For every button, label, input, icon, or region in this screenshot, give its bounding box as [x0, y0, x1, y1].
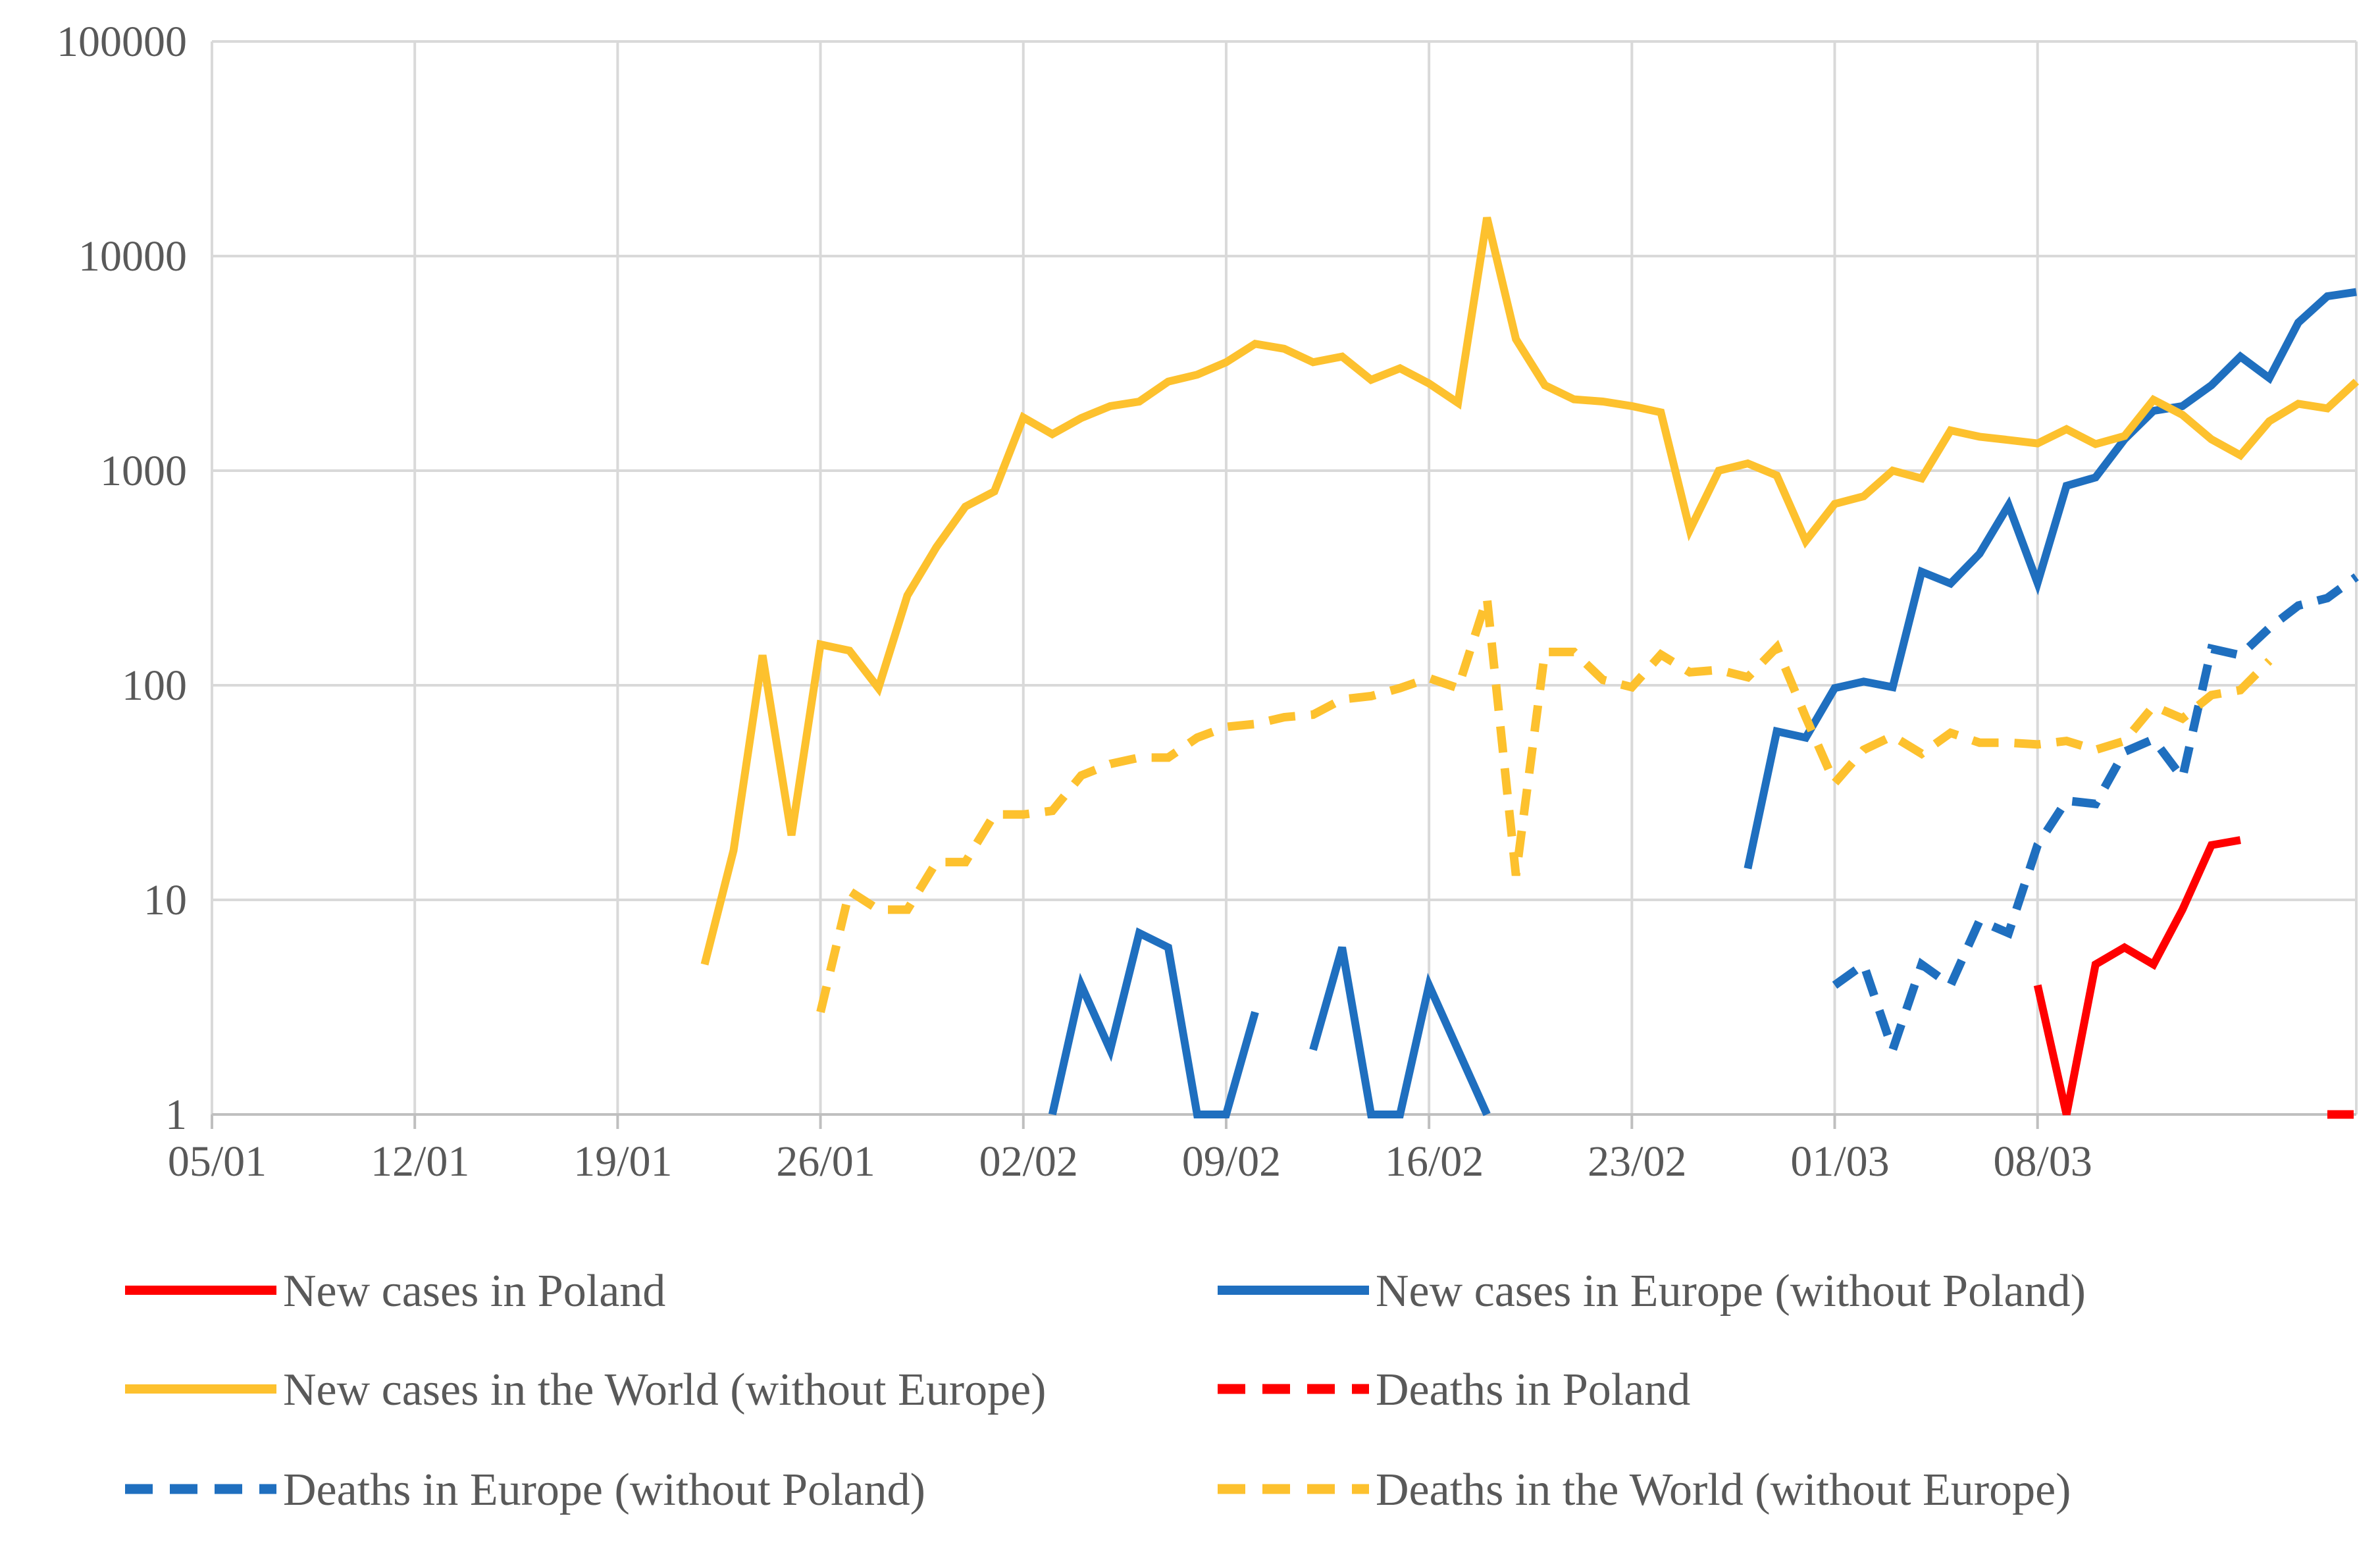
x-tick-label: 01/03: [1790, 1138, 1889, 1186]
y-tick-label: 1000: [100, 447, 187, 495]
legend-label: New cases in Poland: [283, 1266, 665, 1317]
legend-label: New cases in the World (without Europe): [283, 1365, 1046, 1415]
x-tick-label: 19/01: [573, 1138, 672, 1186]
legend-label: Deaths in Poland: [1376, 1365, 1690, 1415]
legend-label: Deaths in the World (without Europe): [1376, 1465, 2071, 1515]
series-line-deaths-in-the-world-without-europe: [816, 596, 2273, 1014]
x-tick-label: 23/02: [1588, 1138, 1686, 1186]
gridlines: [211, 40, 2358, 1116]
plot-area: [700, 217, 2360, 1119]
axes: 1 10 100 1000 10000 100000 05/01 12/01 19/01 26/0…: [57, 18, 2356, 1186]
y-tick-label: 1: [165, 1091, 187, 1139]
legend: New cases in Poland New cases in Europe (…: [125, 1266, 2086, 1515]
x-tick-label: 16/02: [1385, 1138, 1484, 1186]
x-tick-label: 09/02: [1182, 1138, 1281, 1186]
x-tick-label: 12/01: [371, 1138, 469, 1186]
y-tick-label: 10: [143, 876, 187, 924]
y-tick-label: 10000: [78, 232, 187, 280]
series-line-new-cases-in-europe-without-poland: [1744, 288, 2357, 870]
series-line-new-cases-in-europe-without-poland: [1048, 927, 1259, 1118]
series-line-deaths-in-europe-without-poland: [1832, 573, 2359, 1064]
legend-label: New cases in Europe (without Poland): [1376, 1266, 2086, 1317]
x-tick-label: 08/03: [1994, 1138, 2092, 1186]
y-tick-label: 100: [122, 662, 187, 710]
x-tick-label: 05/01: [168, 1138, 267, 1186]
legend-label: Deaths in Europe (without Poland): [283, 1465, 925, 1515]
x-tick-label: 26/01: [776, 1138, 875, 1186]
series-line-new-cases-in-the-world-without-europe: [700, 217, 2360, 966]
series-line-new-cases-in-poland: [2033, 836, 2241, 1116]
x-tick-label: 02/02: [979, 1138, 1078, 1186]
series-line-new-cases-in-europe-without-poland: [1309, 946, 1491, 1118]
y-tick-label: 100000: [57, 18, 187, 66]
